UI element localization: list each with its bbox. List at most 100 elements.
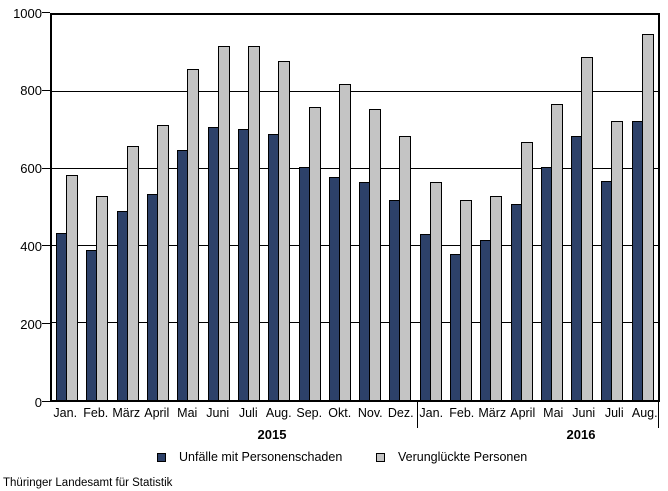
bar-verunglueckte-11 (369, 109, 382, 400)
bar-verunglueckte-15 (490, 195, 503, 400)
bar-verunglueckte-13 (429, 182, 442, 400)
bar-verunglueckte-5 (187, 68, 200, 400)
bar-group-8 (264, 15, 294, 400)
legend-item-verunglueckte: Verunglückte Personen (376, 449, 527, 465)
y-axis-tick-400 (42, 245, 50, 247)
bar-group-13 (416, 15, 446, 400)
y-axis-tick-800 (42, 89, 50, 91)
bar-unfaelle-13 (419, 234, 431, 400)
bar-group-12 (385, 15, 415, 400)
bar-group-5 (173, 15, 203, 400)
x-axis-label-12: Dez. (387, 406, 414, 420)
gridline-400 (52, 245, 658, 246)
bar-group-15 (476, 15, 506, 400)
bar-group-7 (234, 15, 264, 400)
x-axis-label-18: Juni (572, 406, 596, 420)
x-axis-label-7: Juli (238, 406, 258, 420)
y-axis-label-800: 800 (20, 83, 42, 99)
legend-swatch-verunglueckte (376, 452, 385, 462)
y-axis-label-200: 200 (20, 316, 42, 332)
bar-group-18 (567, 15, 597, 400)
x-axis-label-10: Okt. (328, 406, 352, 420)
x-axis-label-16: April (510, 406, 536, 420)
bar-verunglueckte-4 (157, 124, 170, 400)
x-axis-label-14: Feb. (449, 406, 475, 420)
bar-unfaelle-14 (450, 253, 461, 400)
year-label-2016: 2016 (566, 427, 596, 442)
bar-unfaelle-2 (86, 249, 98, 400)
x-axis-label-19: Juli (604, 406, 624, 420)
bar-unfaelle-10 (328, 176, 340, 400)
legend-label-unfaelle: Unfälle mit Personenschaden (179, 450, 343, 464)
bar-verunglueckte-1 (66, 174, 79, 400)
bar-unfaelle-9 (298, 167, 310, 400)
bar-verunglueckte-7 (247, 45, 260, 400)
bar-verunglueckte-20 (641, 34, 654, 400)
source-text: Thüringer Landesamt für Statistik (3, 477, 173, 489)
gridline-600 (52, 168, 658, 169)
bar-unfaelle-12 (389, 199, 401, 400)
x-axis-labels: Jan. Feb. März April Mai Juni Juli Aug. Sep. Okt.… (50, 406, 660, 421)
bar-verunglueckte-14 (460, 199, 472, 400)
y-axis-label-400: 400 (20, 238, 42, 254)
legend: Unfälle mit Personenschaden Verunglückte… (0, 449, 668, 465)
bar-verunglueckte-8 (278, 61, 291, 400)
bar-verunglueckte-9 (308, 107, 321, 400)
x-axis-label-9: Sep. (296, 406, 323, 420)
bar-unfaelle-6 (207, 126, 219, 400)
y-axis-tick-1000 (42, 12, 50, 13)
bar-verunglueckte-17 (550, 103, 563, 400)
x-axis-label-1: Jan. (53, 406, 78, 420)
gridline-200 (52, 322, 658, 323)
bar-verunglueckte-19 (611, 120, 624, 400)
y-axis-tick-0 (42, 401, 50, 402)
bar-unfaelle-18 (571, 136, 583, 400)
bar-unfaelle-8 (268, 134, 280, 400)
bars-layer (52, 15, 658, 400)
bar-unfaelle-16 (510, 203, 522, 400)
bar-verunglueckte-16 (520, 142, 533, 400)
y-axis-tick-600 (42, 167, 50, 169)
axis-end-tick (658, 402, 659, 428)
bar-group-9 (294, 15, 324, 400)
bar-group-10 (325, 15, 355, 400)
bar-unfaelle-17 (540, 167, 552, 400)
legend-swatch-unfaelle (157, 452, 166, 462)
bar-group-6 (203, 15, 233, 400)
bar-verunglueckte-10 (338, 84, 351, 400)
x-axis-label-17: Mai (543, 406, 564, 420)
bar-unfaelle-5 (177, 149, 189, 400)
bar-group-16 (506, 15, 536, 400)
legend-label-verunglueckte: Verunglückte Personen (398, 450, 528, 464)
bar-unfaelle-1 (56, 232, 68, 400)
bar-group-14 (446, 15, 476, 400)
bar-group-1 (52, 15, 82, 400)
gridline-800 (52, 91, 658, 92)
y-axis-tick-200 (42, 323, 50, 325)
bar-unfaelle-3 (116, 211, 128, 400)
bar-group-17 (537, 15, 567, 400)
x-axis-label-13: Jan. (419, 406, 444, 420)
bar-group-4 (143, 15, 173, 400)
plot-area (50, 13, 660, 402)
bar-verunglueckte-3 (126, 145, 139, 400)
x-axis-label-6: Juni (206, 406, 230, 420)
x-axis-label-15: März (478, 406, 507, 420)
bar-unfaelle-19 (601, 180, 613, 400)
bar-unfaelle-7 (237, 128, 249, 400)
bar-group-2 (82, 15, 112, 400)
year-label-2015: 2015 (257, 427, 287, 442)
legend-item-unfaelle: Unfälle mit Personenschaden (157, 449, 342, 465)
x-axis-label-2: Feb. (83, 406, 109, 420)
x-axis-label-20: Aug. (631, 406, 658, 420)
bar-group-20 (628, 15, 658, 400)
y-axis-label-600: 600 (20, 161, 42, 177)
bar-verunglueckte-6 (217, 45, 230, 400)
y-axis-label-1000: 1000 (13, 5, 42, 21)
y-axis-label-0: 0 (34, 394, 42, 410)
x-axis-label-11: Nov. (357, 406, 383, 420)
bar-unfaelle-15 (480, 240, 492, 400)
x-axis-label-8: Aug. (265, 406, 292, 420)
bar-unfaelle-4 (147, 194, 159, 400)
